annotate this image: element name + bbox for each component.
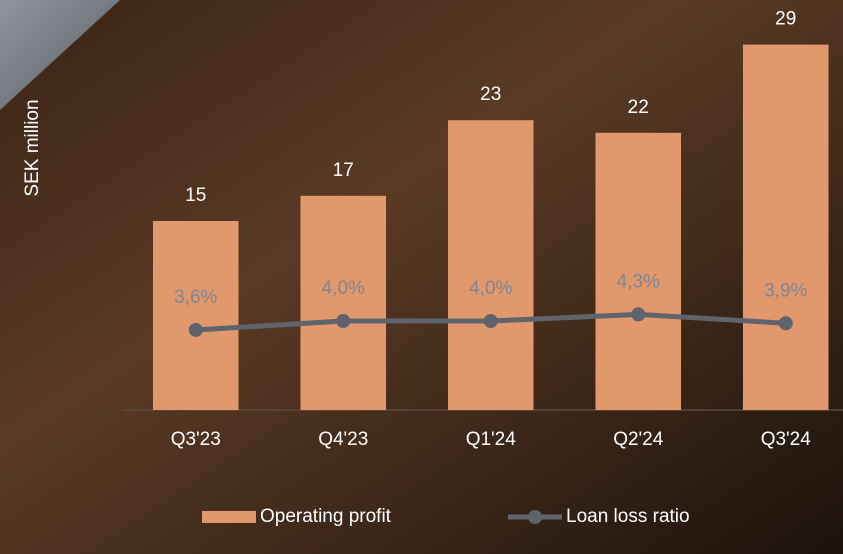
x-tick-label: Q1'24 bbox=[466, 429, 517, 450]
line-marker bbox=[336, 314, 350, 328]
line-value-label: 3,6% bbox=[174, 287, 217, 308]
x-tick-label: Q2'24 bbox=[613, 429, 664, 450]
line-marker bbox=[484, 314, 498, 328]
x-tick-label: Q3'23 bbox=[171, 429, 221, 450]
bar bbox=[153, 221, 239, 410]
background bbox=[0, 0, 843, 554]
line-marker bbox=[631, 307, 645, 321]
line-value-label: 3,9% bbox=[764, 280, 807, 301]
legend-swatch bbox=[202, 511, 256, 523]
bar-value-label: 22 bbox=[628, 97, 649, 118]
chart: SEK million Q3'23 Q4'23 Q1'24 Q2'24 Q3'24 15 1… bbox=[0, 0, 843, 554]
bar-value-label: 17 bbox=[333, 160, 354, 181]
line-value-label: 4,0% bbox=[469, 278, 512, 299]
line-value-label: 4,0% bbox=[322, 278, 365, 299]
legend-swatch bbox=[528, 510, 542, 524]
x-tick-label: Q4'23 bbox=[318, 429, 368, 450]
x-tick-label: Q3'24 bbox=[761, 429, 812, 450]
bar bbox=[300, 196, 386, 410]
bar bbox=[743, 45, 829, 410]
line-marker bbox=[779, 316, 793, 330]
bar-value-label: 29 bbox=[775, 9, 796, 30]
legend-label: Operating profit bbox=[260, 506, 392, 527]
y-axis-label: SEK million bbox=[22, 99, 43, 196]
bar-value-label: 15 bbox=[185, 185, 206, 206]
bar-value-label: 23 bbox=[480, 84, 501, 105]
legend-label: Loan loss ratio bbox=[566, 506, 690, 527]
line-marker bbox=[189, 323, 203, 337]
bar bbox=[448, 120, 534, 410]
line-value-label: 4,3% bbox=[617, 271, 660, 292]
